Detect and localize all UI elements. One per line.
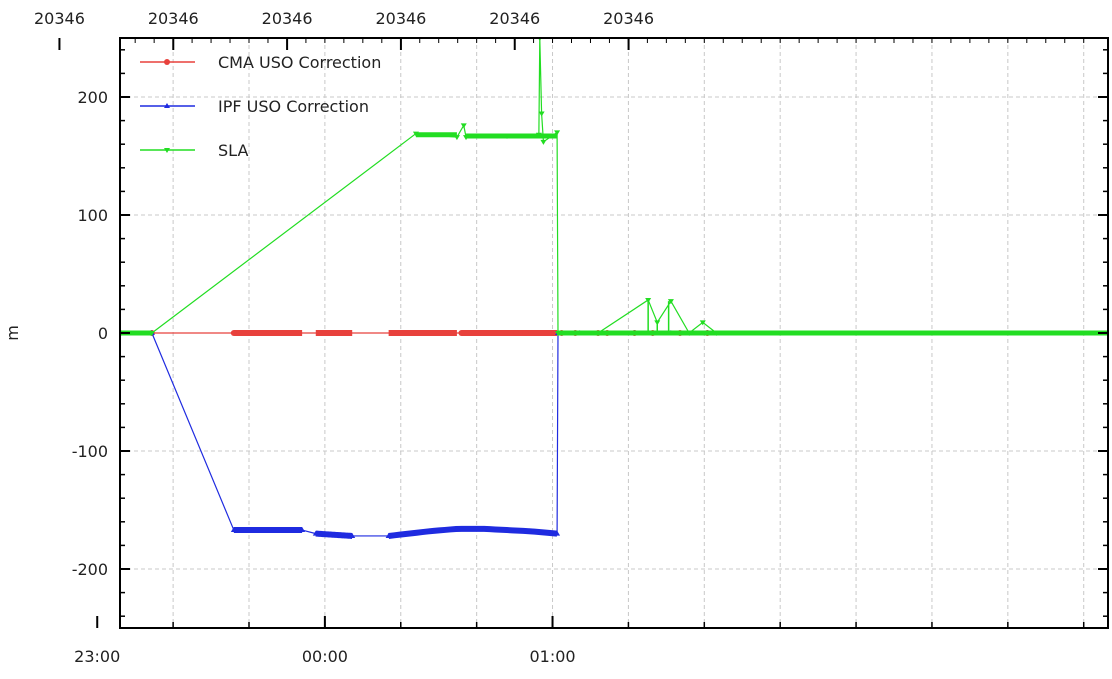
legend: CMA USO Correction IPF USO Correction SLA [140, 53, 381, 160]
x-tick-label-top: 20346 [489, 9, 540, 28]
data-point [460, 123, 467, 129]
data-point [526, 528, 533, 534]
y-tick-label: 100 [77, 206, 108, 225]
data-point [554, 530, 561, 536]
data-point [522, 330, 529, 336]
x-tick-label-top: 20346 [375, 9, 426, 28]
data-point [481, 525, 488, 531]
legend-label: SLA [218, 141, 248, 160]
data-point [299, 527, 306, 533]
legend-marker [164, 59, 170, 65]
x-tick-label-bottom: 23:00 [74, 647, 120, 666]
data-point [312, 530, 319, 536]
y-tick-label: 0 [98, 324, 108, 343]
series-line [120, 38, 717, 334]
series-ipf-uso-correction [120, 330, 1108, 539]
data-point [230, 527, 237, 533]
legend-item: IPF USO Correction [140, 97, 369, 116]
data-point [540, 139, 547, 145]
series-line [120, 332, 708, 537]
series-layer [120, 38, 1108, 539]
data-point [349, 532, 356, 538]
x-tick-label-bottom: 01:00 [529, 647, 575, 666]
legend-label: CMA USO Correction [218, 53, 381, 72]
axes: 200 100 0 -100 -200 23:00 00:00 01:00 20346 20346… [34, 9, 1108, 666]
legend-marker [164, 148, 170, 153]
data-point [667, 299, 674, 305]
data-point [554, 130, 561, 136]
legend-marker [164, 103, 170, 108]
data-point [699, 320, 706, 326]
data-point [458, 330, 465, 336]
data-point [230, 330, 237, 336]
x-tick-label-top: 20346 [603, 9, 654, 28]
data-point [513, 330, 520, 336]
data-point [344, 330, 351, 336]
y-axis-label: m [3, 325, 22, 341]
legend-item: SLA [140, 141, 248, 160]
y-tick-label: -200 [72, 560, 108, 579]
data-point [385, 532, 392, 538]
data-point [453, 525, 460, 531]
data-point [412, 330, 419, 336]
legend-label: IPF USO Correction [218, 97, 369, 116]
x-tick-label-top: 20346 [148, 9, 199, 28]
data-point [426, 528, 433, 534]
y-tick-label: 200 [77, 88, 108, 107]
legend-item: CMA USO Correction [140, 53, 381, 72]
x-tick-label-top: 20346 [34, 9, 85, 28]
x-tick-label-top: 20346 [262, 9, 313, 28]
series-dense-segment [315, 530, 353, 539]
x-tick-label-bottom: 00:00 [302, 647, 348, 666]
y-tick-label: -100 [72, 442, 108, 461]
data-point [538, 111, 545, 117]
series-sla [120, 38, 1108, 336]
